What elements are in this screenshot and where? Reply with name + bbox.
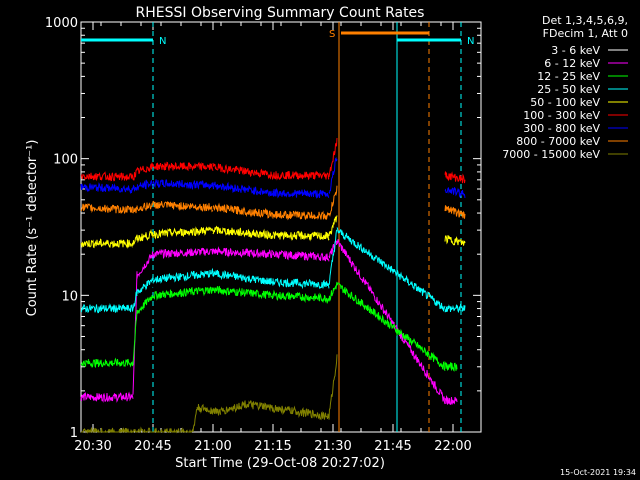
y-axis-label: Count Rate (s⁻¹ detector⁻¹) [25, 140, 40, 317]
legend-entry-label: 800 - 7000 keV [516, 135, 600, 148]
annotation-label: N [159, 36, 166, 47]
legend-entry-label: 7000 - 15000 keV [502, 148, 600, 161]
x-tick-label: 21:45 [374, 439, 411, 454]
series-line [80, 157, 466, 200]
generated-timestamp: 15-Oct-2021 19:34 [560, 468, 636, 477]
legend-entry-label: 12 - 25 keV [537, 70, 600, 83]
annotation-label: N [467, 36, 474, 47]
y-tick-label: 100 [53, 153, 78, 168]
series-line [80, 215, 466, 249]
legend: Det 1,3,4,5,6,9,FDecim 1, Att 0 3 - 6 keV… [502, 14, 628, 161]
series-lines [80, 137, 466, 434]
x-tick-label: 21:30 [314, 439, 351, 454]
x-tick-label: 21:15 [254, 439, 291, 454]
series-line [80, 281, 458, 372]
x-tick-label: 20:45 [134, 439, 171, 454]
y-tick-label: 1 [70, 426, 78, 441]
x-tick-label: 20:30 [74, 439, 111, 454]
series-line [80, 227, 466, 314]
axis-ticks: 20:30 20:45 21:00 21:15 21:30 21:45 22:00 1 10 10… [45, 16, 482, 454]
legend-entry-label: 6 - 12 keV [544, 57, 600, 70]
series-line [80, 137, 466, 184]
series-line [81, 354, 338, 434]
legend-entry-label: 100 - 300 keV [523, 109, 600, 122]
x-axis-label: Start Time (29-Oct-08 20:27:02) [175, 456, 385, 471]
x-tick-label: 21:00 [194, 439, 231, 454]
x-tick-label: 22:00 [434, 439, 471, 454]
legend-entry-label: 50 - 100 keV [530, 96, 600, 109]
series-line [80, 185, 466, 221]
y-tick-label: 1000 [45, 16, 78, 31]
series-line [132, 254, 338, 311]
time-markers [152, 22, 462, 432]
legend-entry-label: 300 - 800 keV [523, 122, 600, 135]
legend-entry-label: 25 - 50 keV [537, 83, 600, 96]
chart-title: RHESSI Observing Summary Count Rates [136, 5, 425, 21]
annotation-bars: N NS [81, 29, 474, 47]
legend-header: Det 1,3,4,5,6,9, [542, 14, 628, 27]
legend-header: FDecim 1, Att 0 [543, 27, 628, 40]
legend-entry-label: 3 - 6 keV [551, 44, 600, 57]
annotation-label: S [329, 29, 335, 40]
y-tick-label: 10 [61, 289, 78, 304]
